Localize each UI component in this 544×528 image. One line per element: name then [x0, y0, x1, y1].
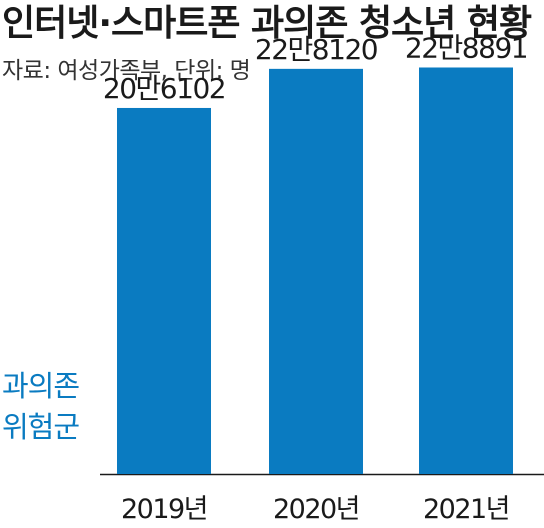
x-tick-label-3: 2021년 [423, 494, 509, 525]
x-tick-label-1: 2019년 [121, 494, 207, 525]
chart-title: 인터넷·스마트폰 과의존 청소년 현황 [2, 3, 532, 44]
source-note: 자료: 여성가족부, 단위: 명 [2, 58, 251, 84]
x-tick-label-2: 2020년 [273, 494, 359, 525]
bar-1 [117, 107, 211, 475]
bar-3 [419, 67, 513, 474]
series-note-line-1: 과의존 [2, 369, 80, 403]
bar-2 [269, 68, 363, 474]
data-label-2: 22만8120 [255, 33, 377, 66]
series-note: 과의존 위험군 [2, 366, 80, 448]
series-note-line-2: 위험군 [2, 410, 80, 444]
data-label-1: 20만6102 [103, 72, 225, 105]
data-label-3: 22만8891 [405, 31, 527, 64]
